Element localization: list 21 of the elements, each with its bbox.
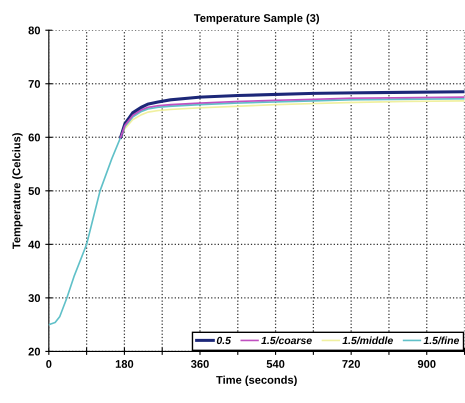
x-axis-title: Time (seconds) [216,376,297,386]
x-tick-label: 180 [116,360,134,368]
line-series [48,98,465,326]
y-axis-title: Temperature (Celcius) [12,133,23,249]
y-tick-label: 50 [28,187,40,195]
y-tick-label: 80 [28,26,40,34]
x-tick-label: 360 [190,360,209,368]
y-tick-label: 40 [28,240,40,248]
x-tick-label: 0 [46,360,52,368]
legend-label: 1.5/middle [342,336,393,344]
y-tick-label: 70 [28,80,40,88]
y-tick-label: 20 [28,348,40,356]
x-tick-label: 900 [418,360,436,368]
legend-label: 1.5/fine [424,336,460,344]
y-tick-label: 60 [28,134,40,142]
legend-label: 1.5/coarse [261,336,312,344]
legend-label: 0.5 [216,336,232,344]
y-tick-label: 30 [28,294,40,302]
chart-title: Temperature Sample (3) [194,14,320,24]
x-tick-label: 720 [342,360,360,368]
x-tick-label: 540 [266,360,284,368]
